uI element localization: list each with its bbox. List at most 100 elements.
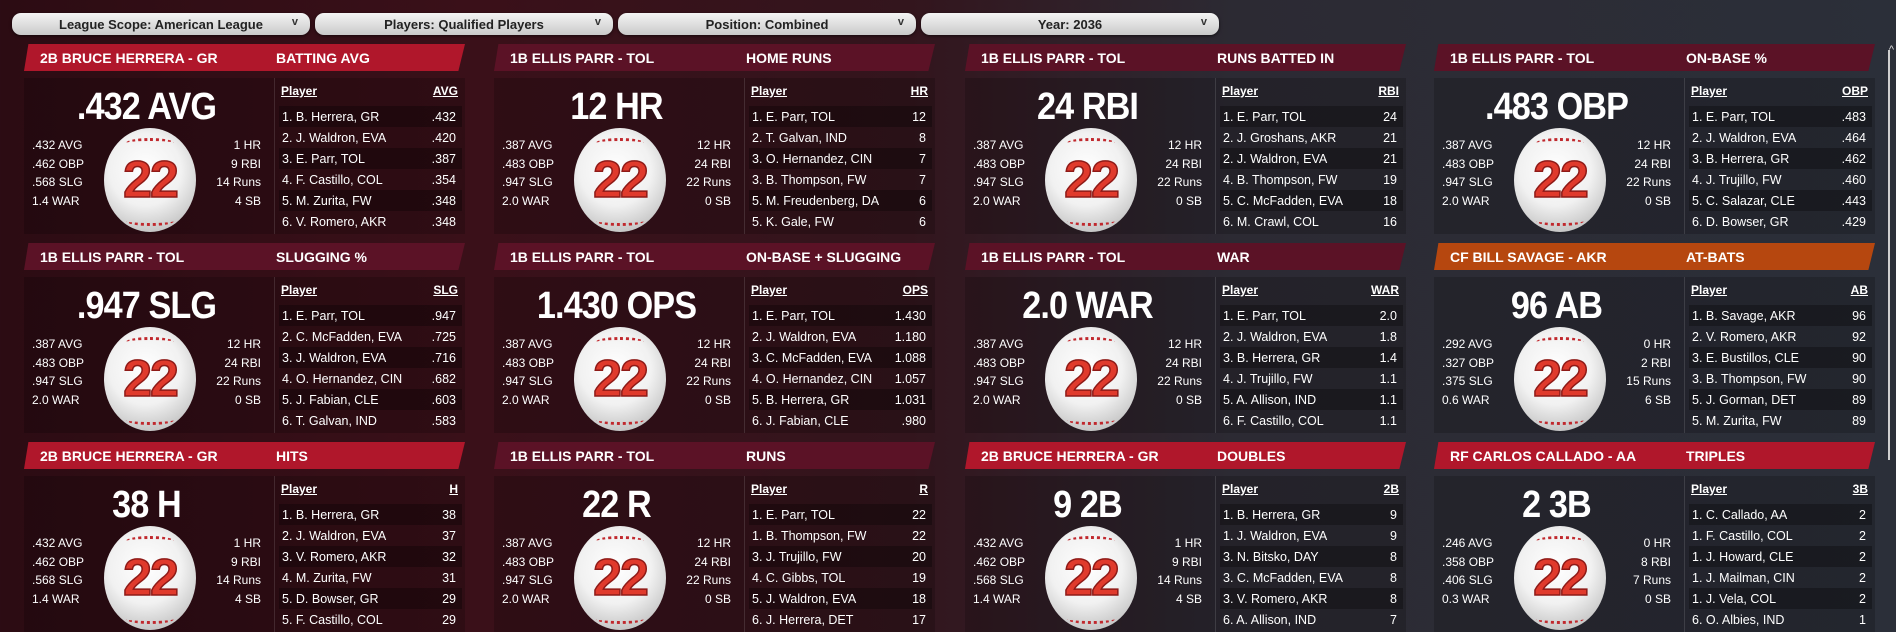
table-row[interactable]: 4. M. Zurita, FW 31 bbox=[279, 567, 462, 588]
table-row[interactable]: 1. E. Parr, TOL 2.0 bbox=[1220, 305, 1403, 326]
table-row[interactable]: 1. E. Parr, TOL 1.430 bbox=[749, 305, 932, 326]
leader-card[interactable]: 2B BRUCE HERRERA - GR DOUBLES 9 2B .432 … bbox=[965, 442, 1410, 632]
column-header-player[interactable]: Player bbox=[751, 283, 788, 297]
column-header-player[interactable]: Player bbox=[1222, 482, 1259, 496]
table-row[interactable]: 6. O. Albies, IND 1 bbox=[1689, 609, 1872, 630]
leader-player-name[interactable]: RF CARLOS CALLADO - AA bbox=[1450, 447, 1637, 464]
table-row[interactable]: 5. M. Zurita, FW 89 bbox=[1689, 410, 1872, 431]
table-row[interactable]: 3. O. Hernandez, CIN 7 bbox=[749, 148, 932, 169]
leader-card[interactable]: CF BILL SAVAGE - AKR AT-BATS 96 AB .292 … bbox=[1434, 243, 1879, 433]
leader-card[interactable]: RF CARLOS CALLADO - AA TRIPLES 2 3B .246… bbox=[1434, 442, 1879, 632]
table-row[interactable]: 1. J. Vela, COL 2 bbox=[1689, 588, 1872, 609]
table-row[interactable]: 2. J. Waldron, EVA 21 bbox=[1220, 148, 1403, 169]
table-row[interactable]: 5. C. McFadden, EVA 18 bbox=[1220, 190, 1403, 211]
table-row[interactable]: 2. J. Waldron, EVA .420 bbox=[279, 127, 462, 148]
table-row[interactable]: 1. B. Herrera, GR 9 bbox=[1220, 504, 1403, 525]
table-row[interactable]: 3. C. McFadden, EVA 1.088 bbox=[749, 347, 932, 368]
table-row[interactable]: 5. B. Herrera, GR 1.031 bbox=[749, 389, 932, 410]
column-header-player[interactable]: Player bbox=[1691, 84, 1728, 98]
table-row[interactable]: 1. J. Howard, CLE 2 bbox=[1689, 546, 1872, 567]
table-row[interactable]: 5. J. Gorman, DET 89 bbox=[1689, 389, 1872, 410]
table-row[interactable]: 4. J. Trujillo, FW 1.1 bbox=[1220, 368, 1403, 389]
leader-card[interactable]: 1B ELLIS PARR - TOL HOME RUNS 12 HR .387… bbox=[494, 44, 939, 234]
table-row[interactable]: 1. C. Callado, AA 2 bbox=[1689, 504, 1872, 525]
table-row[interactable]: 3. B. Herrera, GR 1.4 bbox=[1220, 347, 1403, 368]
table-row[interactable]: 2. C. McFadden, EVA .725 bbox=[279, 326, 462, 347]
table-row[interactable]: 2. J. Waldron, EVA .464 bbox=[1689, 127, 1872, 148]
table-row[interactable]: 3. B. Herrera, GR .462 bbox=[1689, 148, 1872, 169]
table-row[interactable]: 3. C. McFadden, EVA 8 bbox=[1220, 567, 1403, 588]
table-row[interactable]: 3. B. Thompson, FW 90 bbox=[1689, 368, 1872, 389]
column-header-stat[interactable]: AB bbox=[1850, 283, 1868, 297]
table-row[interactable]: 2. V. Romero, AKR 92 bbox=[1689, 326, 1872, 347]
table-row[interactable]: 4. O. Hernandez, CIN 1.057 bbox=[749, 368, 932, 389]
column-header-stat[interactable]: OBP bbox=[1841, 84, 1868, 98]
table-row[interactable]: 6. A. Allison, IND 7 bbox=[1220, 609, 1403, 630]
column-header-player[interactable]: Player bbox=[281, 84, 318, 98]
column-header-stat[interactable]: OPS bbox=[902, 283, 928, 297]
table-row[interactable]: 2. J. Waldron, EVA 1.8 bbox=[1220, 326, 1403, 347]
column-header-player[interactable]: Player bbox=[751, 84, 788, 98]
table-row[interactable]: 6. T. Galvan, IND .583 bbox=[279, 410, 462, 431]
leader-player-name[interactable]: CF BILL SAVAGE - AKR bbox=[1450, 248, 1607, 265]
table-row[interactable]: 4. C. Gibbs, TOL 19 bbox=[749, 567, 932, 588]
leader-card[interactable]: 2B BRUCE HERRERA - GR BATTING AVG .432 A… bbox=[24, 44, 469, 234]
leader-player-name[interactable]: 1B ELLIS PARR - TOL bbox=[981, 248, 1126, 265]
table-row[interactable]: 5. A. Allison, IND 1.1 bbox=[1220, 389, 1403, 410]
table-row[interactable]: 3. V. Romero, AKR 32 bbox=[279, 546, 462, 567]
table-row[interactable]: 1. B. Herrera, GR .432 bbox=[279, 106, 462, 127]
table-row[interactable]: 5. M. Zurita, FW .348 bbox=[279, 190, 462, 211]
leader-player-name[interactable]: 1B ELLIS PARR - TOL bbox=[1450, 49, 1595, 66]
table-row[interactable]: 5. D. Bowser, GR 29 bbox=[279, 588, 462, 609]
leader-player-name[interactable]: 2B BRUCE HERRERA - GR bbox=[40, 447, 218, 464]
table-row[interactable]: 5. M. Freudenberg, DA 6 bbox=[749, 190, 932, 211]
leader-player-name[interactable]: 1B ELLIS PARR - TOL bbox=[981, 49, 1126, 66]
table-row[interactable]: 5. K. Gale, FW 6 bbox=[749, 211, 932, 232]
column-header-stat[interactable]: HR bbox=[910, 84, 928, 98]
table-row[interactable]: 5. J. Waldron, EVA 18 bbox=[749, 588, 932, 609]
table-row[interactable]: 1. E. Parr, TOL 24 bbox=[1220, 106, 1403, 127]
column-header-stat[interactable]: AVG bbox=[432, 84, 458, 98]
column-header-player[interactable]: Player bbox=[1691, 283, 1728, 297]
year-dropdown[interactable]: Year: 2036 v bbox=[921, 13, 1219, 35]
column-header-stat[interactable]: H bbox=[449, 482, 458, 496]
leader-card[interactable]: 1B ELLIS PARR - TOL WAR 2.0 WAR .387 AVG… bbox=[965, 243, 1410, 433]
leader-player-name[interactable]: 1B ELLIS PARR - TOL bbox=[40, 248, 185, 265]
column-header-player[interactable]: Player bbox=[1222, 283, 1259, 297]
table-row[interactable]: 1. B. Herrera, GR 38 bbox=[279, 504, 462, 525]
leader-player-name[interactable]: 1B ELLIS PARR - TOL bbox=[510, 49, 655, 66]
table-row[interactable]: 3. E. Parr, TOL .387 bbox=[279, 148, 462, 169]
table-row[interactable]: 6. F. Castillo, COL 1.1 bbox=[1220, 410, 1403, 431]
column-header-stat[interactable]: 3B bbox=[1852, 482, 1868, 496]
leader-player-name[interactable]: 1B ELLIS PARR - TOL bbox=[510, 248, 655, 265]
table-row[interactable]: 2. T. Galvan, IND 8 bbox=[749, 127, 932, 148]
table-row[interactable]: 1. E. Parr, TOL 12 bbox=[749, 106, 932, 127]
table-row[interactable]: 3. J. Waldron, EVA .716 bbox=[279, 347, 462, 368]
table-row[interactable]: 3. N. Bitsko, DAY 8 bbox=[1220, 546, 1403, 567]
table-row[interactable]: 1. J. Mailman, CIN 2 bbox=[1689, 567, 1872, 588]
table-row[interactable]: 2. J. Waldron, EVA 1.180 bbox=[749, 326, 932, 347]
leader-card[interactable]: 1B ELLIS PARR - TOL SLUGGING % .947 SLG … bbox=[24, 243, 469, 433]
column-header-stat[interactable]: RBI bbox=[1378, 84, 1399, 98]
league-scope-dropdown[interactable]: League Scope: American League v bbox=[12, 13, 310, 35]
leader-player-name[interactable]: 1B ELLIS PARR - TOL bbox=[510, 447, 655, 464]
table-row[interactable]: 5. C. Salazar, CLE .443 bbox=[1689, 190, 1872, 211]
table-row[interactable]: 4. O. Hernandez, CIN .682 bbox=[279, 368, 462, 389]
table-row[interactable]: 2. J. Waldron, EVA 37 bbox=[279, 525, 462, 546]
table-row[interactable]: 3. V. Romero, AKR 8 bbox=[1220, 588, 1403, 609]
leader-card[interactable]: 1B ELLIS PARR - TOL ON-BASE % .483 OBP .… bbox=[1434, 44, 1879, 234]
table-row[interactable]: 4. F. Castillo, COL .354 bbox=[279, 169, 462, 190]
column-header-stat[interactable]: WAR bbox=[1371, 283, 1399, 297]
position-dropdown[interactable]: Position: Combined v bbox=[618, 13, 916, 35]
leader-card[interactable]: 1B ELLIS PARR - TOL RUNS 22 R .387 AVG .4… bbox=[494, 442, 939, 632]
table-row[interactable]: 1. E. Parr, TOL .483 bbox=[1689, 106, 1872, 127]
scroll-up-icon[interactable]: ^ bbox=[1888, 44, 1894, 56]
table-row[interactable]: 5. J. Fabian, CLE .603 bbox=[279, 389, 462, 410]
leader-card[interactable]: 2B BRUCE HERRERA - GR HITS 38 H .432 AVG… bbox=[24, 442, 469, 632]
table-row[interactable]: 1. E. Parr, TOL 22 bbox=[749, 504, 932, 525]
table-row[interactable]: 4. B. Thompson, FW 19 bbox=[1220, 169, 1403, 190]
table-row[interactable]: 6. J. Herrera, DET 17 bbox=[749, 609, 932, 630]
column-header-player[interactable]: Player bbox=[751, 482, 788, 496]
table-row[interactable]: 6. D. Bowser, GR .429 bbox=[1689, 211, 1872, 232]
table-row[interactable]: 1. B. Thompson, FW 22 bbox=[749, 525, 932, 546]
